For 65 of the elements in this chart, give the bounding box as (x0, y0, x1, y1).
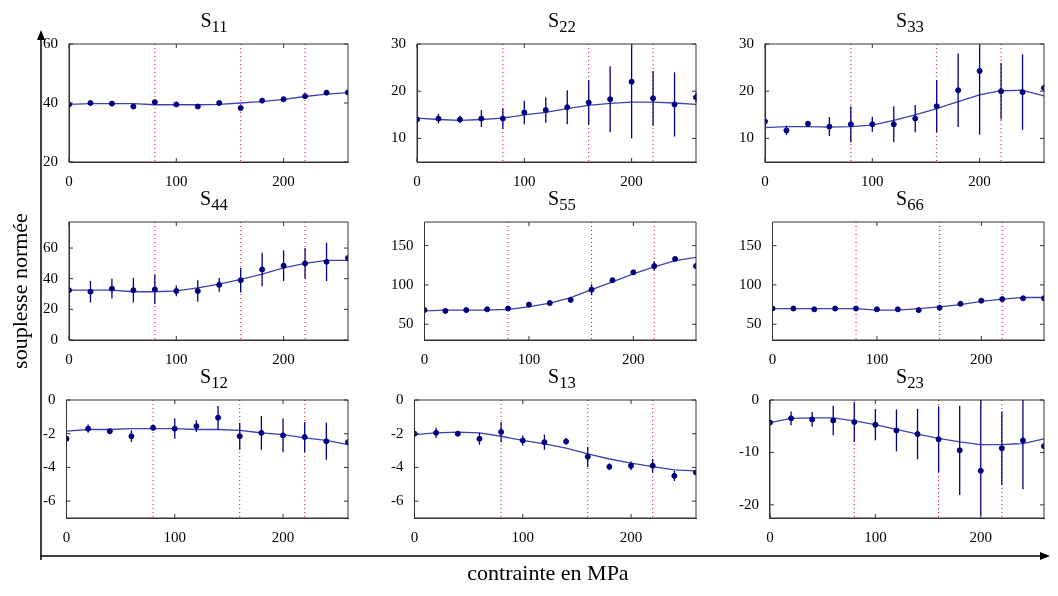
x-tick-label: 100 (865, 350, 889, 367)
x-tick-label: 100 (163, 528, 187, 545)
y-tick-label: 40 (43, 93, 58, 110)
x-tick-label: 200 (968, 172, 991, 189)
y-tick-label: 20 (739, 82, 754, 99)
x-tick-label: 100 (165, 172, 188, 189)
chart-title: S$_{55}$ (548, 187, 576, 214)
x-tick-label: 200 (620, 172, 643, 189)
x-tick-label: 100 (861, 172, 884, 189)
y-tick-label: -6 (391, 492, 404, 509)
y-tick-label: 20 (43, 152, 58, 169)
x-tick-label: 100 (513, 172, 536, 189)
y-tick-label: -2 (391, 424, 404, 441)
y-tick-label: 20 (43, 300, 58, 317)
y-axis-title: souplesse normée (7, 212, 33, 371)
x-tick-label: 200 (619, 528, 643, 545)
y-tick-label: -2 (43, 424, 56, 441)
y-tick-label: 0 (396, 390, 404, 407)
y-tick-label: 0 (50, 330, 58, 347)
y-tick-label: 50 (746, 315, 762, 332)
y-tick-label: 10 (391, 129, 406, 146)
chart-title: S$_{13}$ (548, 365, 576, 392)
chart-title: S$_{23}$ (896, 365, 924, 392)
x-tick-label: 200 (970, 350, 993, 367)
x-tick-label: 200 (271, 528, 295, 545)
chart-title: S$_{22}$ (547, 8, 577, 36)
x-tick-label: 100 (511, 528, 535, 545)
y-tick-label: -6 (43, 492, 56, 509)
y-tick-label: -4 (43, 458, 56, 475)
chart-title: S$_{66}$ (896, 187, 924, 214)
y-tick-label: -10 (739, 443, 759, 460)
x-tick-label: 0 (766, 528, 774, 545)
chart-title: S$_{44}$ (200, 187, 228, 214)
y-tick-label: 0 (48, 390, 56, 407)
y-tick-label: 40 (43, 269, 58, 286)
y-tick-label: 150 (391, 236, 414, 253)
x-tick-label: 100 (517, 350, 541, 367)
chart-title: S$_{11}$ (199, 8, 229, 36)
x-tick-label: 200 (622, 350, 645, 367)
x-tick-label: 200 (969, 528, 993, 545)
y-tick-label: 100 (391, 275, 414, 292)
y-tick-label: 60 (43, 238, 58, 255)
x-tick-label: 0 (65, 172, 73, 189)
y-tick-label: 20 (391, 82, 406, 99)
chart-title: S$_{33}$ (895, 8, 925, 36)
y-tick-label: 10 (739, 129, 754, 146)
x-tick-label: 0 (768, 350, 777, 367)
y-tick-label: 60 (43, 34, 58, 51)
x-tick-label: 0 (65, 350, 73, 367)
y-tick-label: 30 (391, 34, 406, 51)
x-tick-label: 0 (62, 528, 71, 545)
y-tick-label: 100 (739, 275, 762, 292)
y-tick-label: -20 (739, 495, 759, 512)
y-tick-label: 0 (751, 390, 759, 407)
x-tick-label: 200 (272, 172, 295, 189)
y-tick-label: 50 (398, 315, 414, 332)
x-tick-label: 0 (420, 350, 429, 367)
y-tick-label: 30 (739, 34, 754, 51)
x-axis-title: contrainte en MPa (466, 560, 630, 586)
y-tick-label: 150 (739, 236, 762, 253)
x-tick-label: 100 (165, 350, 188, 367)
chart-title: S$_{12}$ (200, 365, 228, 392)
x-tick-label: 200 (272, 350, 295, 367)
y-tick-label: -4 (391, 458, 404, 475)
x-tick-label: 100 (864, 528, 887, 545)
